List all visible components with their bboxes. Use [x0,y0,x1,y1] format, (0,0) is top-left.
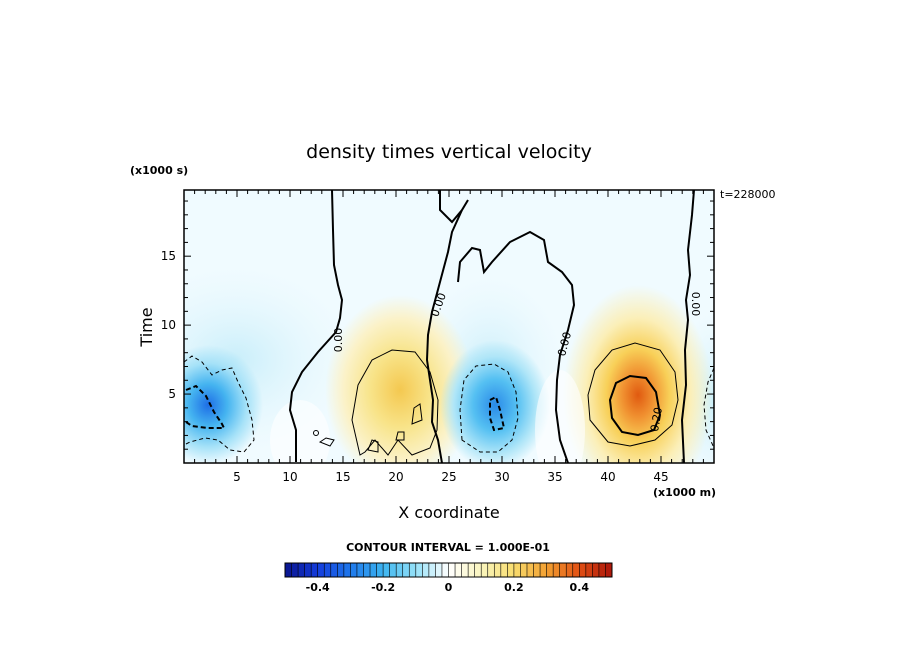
colorbar-cell [428,563,436,577]
colorbar-cell [415,563,423,577]
colorbar-cell [396,563,404,577]
colorbar-cell [468,563,475,577]
x-tick-label: 25 [441,470,456,484]
colorbar-cell [441,563,449,577]
colorbar-cell [513,563,521,577]
colorbar-cell [520,563,528,577]
colorbar-cell [317,563,325,577]
colorbar-cell [422,563,430,577]
colorbar: -0.4 -0.2 0 0.2 0.4 [284,562,613,594]
colorbar-tick-label: 0 [445,581,453,594]
y-axis-unit: (x1000 s) [130,164,188,177]
colorbar-cell [526,563,534,577]
contour-label: 0.00 [332,328,345,353]
x-tick-label: 10 [282,470,297,484]
colorbar-cell [376,563,384,577]
colorbar-cell [540,563,547,577]
colorbar-cell [304,563,312,577]
y-tick-label: 10 [161,318,176,332]
colorbar-cell [461,563,469,577]
x-axis-label: X coordinate [398,503,499,522]
colorbar-frame [284,562,613,578]
colorbar-cell [579,563,587,577]
colorbar-tick-label: 0.2 [504,581,524,594]
y-tick-label: 5 [168,387,176,401]
chart-title: density times vertical velocity [306,141,592,163]
colorbar-cell [566,563,574,577]
x-tick-label: 30 [494,470,509,484]
colorbar-tick-label: -0.4 [306,581,330,594]
x-tick-label: 45 [653,470,668,484]
colorbar-cell [356,563,364,577]
x-axis-unit: (x1000 m) [653,486,716,499]
contour-interval-label: CONTOUR INTERVAL = 1.000E-01 [346,541,550,554]
colorbar-tick-label: -0.2 [371,581,395,594]
x-tick-label: 15 [335,470,350,484]
contour-label: 0.00 [689,292,702,317]
colorbar-cell [350,563,358,577]
colorbar-cell [592,563,600,577]
colorbar-cell [474,563,482,577]
time-label: t=228000 [720,188,776,201]
colorbar-cell [559,563,567,577]
contour-label: 0.00 [555,331,574,358]
colorbar-cell [343,563,351,577]
colorbar-cell [337,563,345,577]
colorbar-cell [448,563,456,577]
colorbar-cell [605,563,613,577]
colorbar-cell [500,563,508,577]
colorbar-cell [330,563,338,577]
colorbar-cell [598,563,606,577]
colorbar-cell [533,563,541,577]
x-tick-label: 35 [547,470,562,484]
colorbar-cell [285,563,292,577]
colorbar-cell [507,563,515,577]
axis-ticks: 5 10 15 20 25 30 35 40 45 5 10 15 [161,190,714,484]
colorbar-cell [291,563,299,577]
y-tick-label: 15 [161,249,176,263]
colorbar-cell [383,563,390,577]
colorbar-cell [435,563,443,577]
colorbar-cell [487,563,495,577]
x-tick-label: 20 [388,470,403,484]
colorbar-cell [389,563,397,577]
colorbar-cell [572,563,580,577]
colorbar-cell [455,563,462,577]
colorbar-tick-label: 0.4 [570,581,590,594]
plot-field: 0.00 0.00 0.00 0.00 0.20 [184,190,714,463]
colorbar-cell [370,563,377,577]
colorbar-cell [324,563,332,577]
colorbar-cell [585,563,593,577]
x-tick-label: 5 [233,470,241,484]
y-axis-label: Time [137,307,156,347]
colorbar-cell [311,563,318,577]
x-tick-label: 40 [600,470,615,484]
colorbar-cell [402,563,410,577]
colorbar-cell [546,563,554,577]
colorbar-cell [481,563,489,577]
colorbar-cell [409,563,417,577]
colorbar-cell [298,563,305,577]
colorbar-cell [363,563,371,577]
contour-label: 0.20 [648,406,665,432]
colorbar-cell [494,563,502,577]
colorbar-cell [553,563,560,577]
